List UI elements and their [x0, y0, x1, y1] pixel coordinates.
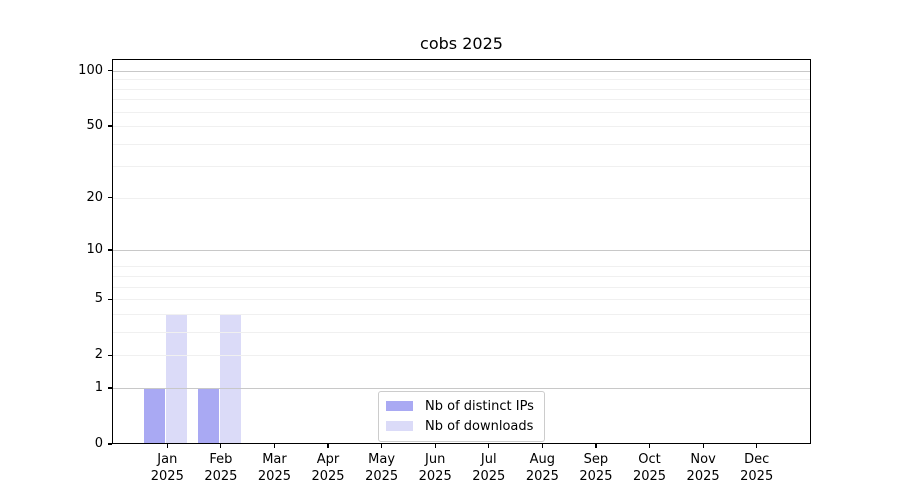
x-tick-mark — [648, 444, 651, 448]
x-tick-year: 2025 — [418, 469, 452, 484]
major-gridline — [112, 387, 811, 389]
bar-feb-series0 — [197, 387, 219, 444]
y-tick-label: 50 — [86, 118, 103, 134]
y-tick-mark — [108, 125, 112, 127]
x-tick-month: Jan — [157, 452, 178, 467]
minor-gridline — [112, 166, 811, 168]
minor-gridline — [112, 299, 811, 301]
minor-gridline — [112, 99, 811, 101]
x-tick-mark — [166, 444, 168, 448]
x-tick-month: Nov — [690, 452, 716, 467]
x-tick-label-jun: Jun 2025 — [403, 451, 467, 485]
minor-gridline — [112, 275, 811, 277]
x-tick-mark — [381, 444, 383, 448]
x-tick-mark — [273, 444, 276, 448]
x-tick-month: Sep — [583, 452, 609, 467]
y-tick-mark — [108, 197, 112, 199]
x-tick-label-mar: Mar 2025 — [242, 451, 306, 485]
major-gridline — [112, 250, 811, 252]
bar-jan-series1 — [166, 313, 188, 444]
x-tick-year: 2025 — [632, 469, 667, 484]
chart-title: cobs 2025 — [420, 34, 503, 53]
y-tick-mark — [108, 387, 112, 389]
x-tick-month: Apr — [316, 452, 340, 467]
x-tick-month: Jul — [480, 452, 497, 467]
bar-feb-series1 — [219, 313, 241, 444]
x-tick-label-aug: Aug 2025 — [510, 451, 574, 485]
minor-gridline — [112, 111, 811, 113]
x-tick-mark — [756, 444, 758, 448]
x-tick-month: Feb — [209, 452, 233, 467]
minor-gridline — [112, 79, 811, 81]
legend-label-downloads: Nb of downloads — [425, 418, 534, 434]
y-tick-label: 100 — [78, 62, 103, 78]
x-tick-year: 2025 — [472, 469, 506, 484]
x-tick-mark — [702, 444, 704, 448]
x-tick-month: Dec — [744, 452, 770, 467]
x-tick-year: 2025 — [311, 469, 345, 484]
x-tick-year: 2025 — [365, 469, 399, 484]
x-tick-month: May — [368, 452, 396, 467]
x-tick-year: 2025 — [525, 469, 559, 484]
y-tick-mark — [108, 298, 112, 300]
x-tick-mark — [434, 444, 436, 448]
x-tick-label-jan: Jan 2025 — [135, 451, 199, 485]
minor-gridline — [112, 331, 811, 333]
minor-gridline — [112, 143, 811, 145]
x-tick-label-dec: Dec 2025 — [725, 451, 789, 485]
x-tick-year: 2025 — [686, 469, 720, 484]
x-tick-mark — [220, 444, 222, 448]
minor-gridline — [112, 266, 811, 268]
y-tick-label: 2 — [94, 347, 103, 363]
legend-swatch-distinct-ips-icon — [386, 401, 413, 411]
x-tick-month: Oct — [638, 452, 661, 467]
x-tick-label-sep: Sep 2025 — [564, 451, 628, 485]
minor-gridline — [112, 197, 811, 199]
legend-row: Nb of downloads — [386, 416, 534, 436]
major-gridline — [112, 70, 811, 72]
minor-gridline — [112, 126, 811, 128]
y-tick-mark — [108, 70, 112, 72]
x-tick-year: 2025 — [579, 469, 613, 484]
minor-gridline — [112, 355, 811, 357]
minor-gridline — [112, 286, 811, 288]
y-tick-mark — [108, 443, 112, 445]
legend: Nb of distinct IPs Nb of downloads — [378, 391, 545, 442]
x-tick-mark — [541, 444, 543, 448]
y-tick-mark — [108, 354, 112, 356]
bar-jan-series0 — [144, 387, 166, 444]
minor-gridline — [112, 313, 811, 315]
x-tick-month: Jun — [425, 452, 446, 467]
x-tick-mark — [595, 444, 597, 448]
x-tick-label-apr: Apr 2025 — [296, 451, 360, 485]
x-tick-label-oct: Oct 2025 — [618, 451, 682, 485]
legend-label-distinct-ips: Nb of distinct IPs — [425, 398, 534, 414]
x-tick-label-nov: Nov 2025 — [671, 451, 735, 485]
y-tick-label: 20 — [86, 189, 103, 205]
y-tick-mark — [108, 249, 112, 251]
y-tick-label: 0 — [94, 436, 103, 451]
x-tick-mark — [327, 444, 329, 448]
x-tick-label-feb: Feb 2025 — [189, 451, 253, 485]
x-tick-year: 2025 — [204, 469, 238, 484]
y-tick-label: 1 — [94, 379, 103, 395]
minor-gridline — [112, 88, 811, 90]
y-tick-label: 5 — [94, 291, 103, 307]
x-tick-mark — [488, 444, 490, 448]
legend-swatch-downloads-icon — [386, 421, 413, 431]
legend-row: Nb of distinct IPs — [386, 396, 534, 416]
x-tick-month: Mar — [262, 452, 287, 467]
x-tick-label-jul: Jul 2025 — [457, 451, 521, 485]
x-tick-year: 2025 — [740, 469, 774, 484]
y-tick-label: 10 — [86, 242, 103, 258]
x-tick-month: Aug — [529, 452, 556, 467]
x-tick-year: 2025 — [150, 469, 184, 484]
plot-area — [112, 59, 811, 444]
x-tick-year: 2025 — [257, 469, 291, 484]
x-tick-label-may: May 2025 — [350, 451, 414, 485]
